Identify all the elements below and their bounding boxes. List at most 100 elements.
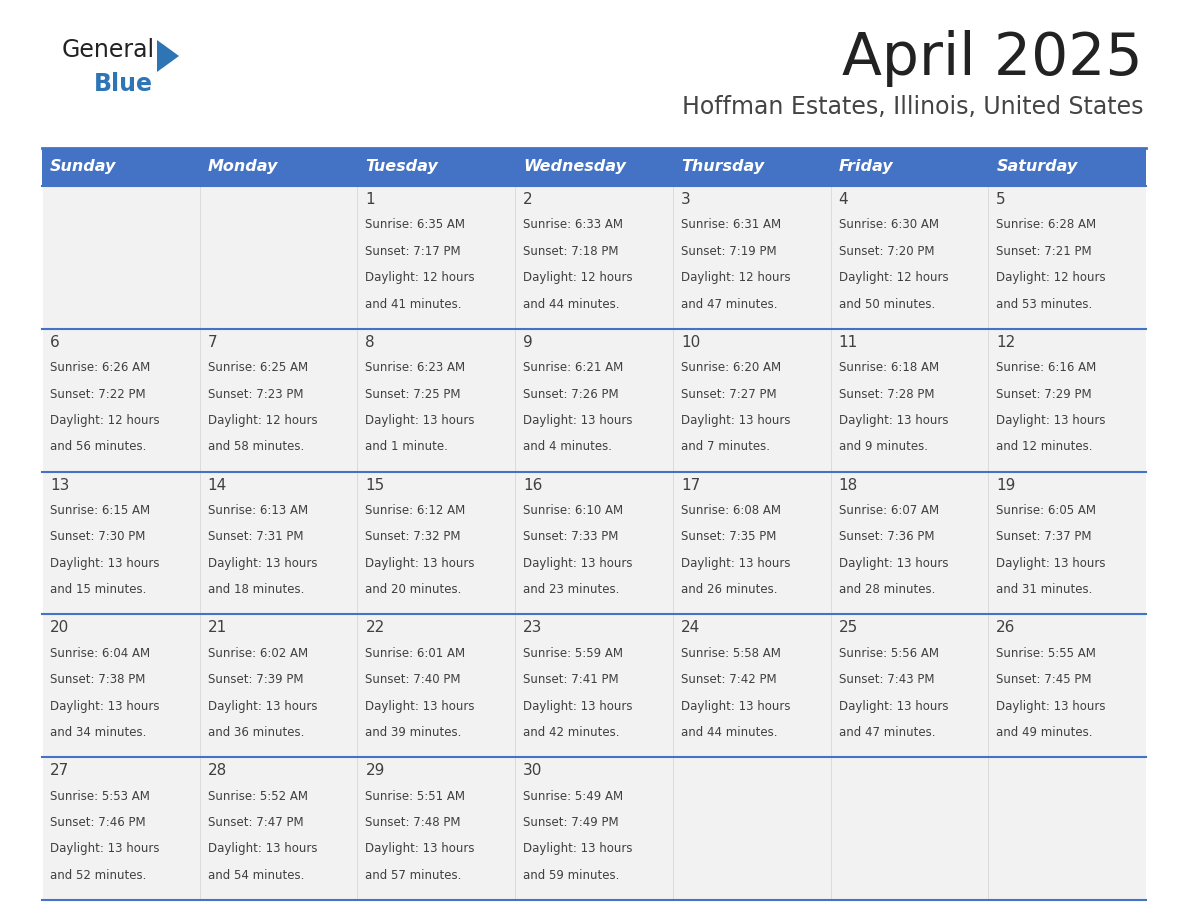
Text: Sunset: 7:45 PM: Sunset: 7:45 PM bbox=[997, 673, 1092, 687]
Text: 7: 7 bbox=[208, 335, 217, 350]
Text: Sunset: 7:20 PM: Sunset: 7:20 PM bbox=[839, 245, 934, 258]
Text: Sunrise: 5:49 AM: Sunrise: 5:49 AM bbox=[523, 789, 624, 802]
Text: Sunrise: 6:28 AM: Sunrise: 6:28 AM bbox=[997, 218, 1097, 231]
Text: and 18 minutes.: and 18 minutes. bbox=[208, 583, 304, 597]
Text: Friday: Friday bbox=[839, 160, 893, 174]
Text: Blue: Blue bbox=[94, 72, 153, 96]
Text: and 15 minutes.: and 15 minutes. bbox=[50, 583, 146, 597]
Text: and 28 minutes.: and 28 minutes. bbox=[839, 583, 935, 597]
Text: 22: 22 bbox=[366, 621, 385, 635]
Text: 18: 18 bbox=[839, 477, 858, 493]
Text: Sunset: 7:27 PM: Sunset: 7:27 PM bbox=[681, 387, 777, 400]
Bar bbox=[516, 186, 672, 329]
Text: and 26 minutes.: and 26 minutes. bbox=[681, 583, 777, 597]
Text: Sunset: 7:47 PM: Sunset: 7:47 PM bbox=[208, 816, 303, 829]
Text: Daylight: 13 hours: Daylight: 13 hours bbox=[208, 557, 317, 570]
Bar bbox=[672, 472, 830, 614]
Text: and 23 minutes.: and 23 minutes. bbox=[523, 583, 619, 597]
Text: Sunrise: 5:53 AM: Sunrise: 5:53 AM bbox=[50, 789, 150, 802]
Text: Sunset: 7:28 PM: Sunset: 7:28 PM bbox=[839, 387, 934, 400]
Text: Sunrise: 6:18 AM: Sunrise: 6:18 AM bbox=[839, 361, 939, 375]
Text: General: General bbox=[62, 38, 156, 62]
Bar bbox=[830, 148, 988, 186]
Text: and 4 minutes.: and 4 minutes. bbox=[523, 441, 612, 453]
Text: and 36 minutes.: and 36 minutes. bbox=[208, 726, 304, 739]
Text: Daylight: 13 hours: Daylight: 13 hours bbox=[681, 414, 790, 427]
Bar bbox=[42, 329, 200, 472]
Text: Daylight: 13 hours: Daylight: 13 hours bbox=[366, 843, 475, 856]
Text: Sunset: 7:19 PM: Sunset: 7:19 PM bbox=[681, 245, 777, 258]
Text: and 12 minutes.: and 12 minutes. bbox=[997, 441, 1093, 453]
Bar bbox=[42, 472, 200, 614]
Polygon shape bbox=[157, 40, 179, 72]
Text: 5: 5 bbox=[997, 192, 1006, 207]
Bar bbox=[516, 757, 672, 900]
Text: Sunset: 7:39 PM: Sunset: 7:39 PM bbox=[208, 673, 303, 687]
Bar bbox=[200, 757, 358, 900]
Text: Sunset: 7:41 PM: Sunset: 7:41 PM bbox=[523, 673, 619, 687]
Text: Sunrise: 5:51 AM: Sunrise: 5:51 AM bbox=[366, 789, 466, 802]
Text: 23: 23 bbox=[523, 621, 543, 635]
Text: 8: 8 bbox=[366, 335, 375, 350]
Text: Sunrise: 6:05 AM: Sunrise: 6:05 AM bbox=[997, 504, 1097, 517]
Text: and 42 minutes.: and 42 minutes. bbox=[523, 726, 620, 739]
Bar bbox=[358, 329, 516, 472]
Text: Sunrise: 6:04 AM: Sunrise: 6:04 AM bbox=[50, 647, 150, 660]
Text: Daylight: 13 hours: Daylight: 13 hours bbox=[50, 557, 159, 570]
Text: Sunday: Sunday bbox=[50, 160, 116, 174]
Text: Daylight: 13 hours: Daylight: 13 hours bbox=[523, 557, 633, 570]
Bar bbox=[988, 329, 1146, 472]
Text: and 39 minutes.: and 39 minutes. bbox=[366, 726, 462, 739]
Text: Daylight: 12 hours: Daylight: 12 hours bbox=[839, 271, 948, 285]
Bar bbox=[200, 614, 358, 757]
Bar bbox=[830, 186, 988, 329]
Bar bbox=[42, 186, 200, 329]
Text: Daylight: 13 hours: Daylight: 13 hours bbox=[839, 700, 948, 712]
Bar bbox=[988, 614, 1146, 757]
Text: 15: 15 bbox=[366, 477, 385, 493]
Text: Daylight: 13 hours: Daylight: 13 hours bbox=[366, 700, 475, 712]
Text: Sunset: 7:31 PM: Sunset: 7:31 PM bbox=[208, 531, 303, 543]
Text: Sunset: 7:40 PM: Sunset: 7:40 PM bbox=[366, 673, 461, 687]
Bar bbox=[516, 472, 672, 614]
Text: Sunrise: 5:55 AM: Sunrise: 5:55 AM bbox=[997, 647, 1097, 660]
Text: 4: 4 bbox=[839, 192, 848, 207]
Bar bbox=[672, 186, 830, 329]
Text: Monday: Monday bbox=[208, 160, 278, 174]
Text: Daylight: 13 hours: Daylight: 13 hours bbox=[997, 700, 1106, 712]
Text: Sunset: 7:43 PM: Sunset: 7:43 PM bbox=[839, 673, 934, 687]
Text: Daylight: 12 hours: Daylight: 12 hours bbox=[50, 414, 159, 427]
Text: Daylight: 13 hours: Daylight: 13 hours bbox=[681, 557, 790, 570]
Bar bbox=[830, 614, 988, 757]
Bar bbox=[516, 329, 672, 472]
Text: Sunrise: 6:33 AM: Sunrise: 6:33 AM bbox=[523, 218, 624, 231]
Text: Sunrise: 6:23 AM: Sunrise: 6:23 AM bbox=[366, 361, 466, 375]
Text: Daylight: 12 hours: Daylight: 12 hours bbox=[523, 271, 633, 285]
Text: Daylight: 12 hours: Daylight: 12 hours bbox=[997, 271, 1106, 285]
Bar bbox=[200, 148, 358, 186]
Text: 29: 29 bbox=[366, 763, 385, 778]
Text: Sunrise: 6:12 AM: Sunrise: 6:12 AM bbox=[366, 504, 466, 517]
Text: Sunset: 7:30 PM: Sunset: 7:30 PM bbox=[50, 531, 145, 543]
Text: 11: 11 bbox=[839, 335, 858, 350]
Text: Sunset: 7:25 PM: Sunset: 7:25 PM bbox=[366, 387, 461, 400]
Text: Sunrise: 6:08 AM: Sunrise: 6:08 AM bbox=[681, 504, 781, 517]
Text: Sunset: 7:18 PM: Sunset: 7:18 PM bbox=[523, 245, 619, 258]
Text: Sunrise: 6:15 AM: Sunrise: 6:15 AM bbox=[50, 504, 150, 517]
Text: and 9 minutes.: and 9 minutes. bbox=[839, 441, 928, 453]
Text: and 1 minute.: and 1 minute. bbox=[366, 441, 448, 453]
Text: Sunset: 7:33 PM: Sunset: 7:33 PM bbox=[523, 531, 619, 543]
Text: Sunrise: 6:01 AM: Sunrise: 6:01 AM bbox=[366, 647, 466, 660]
Text: Sunrise: 5:56 AM: Sunrise: 5:56 AM bbox=[839, 647, 939, 660]
Text: Thursday: Thursday bbox=[681, 160, 764, 174]
Text: 28: 28 bbox=[208, 763, 227, 778]
Text: 16: 16 bbox=[523, 477, 543, 493]
Text: Daylight: 13 hours: Daylight: 13 hours bbox=[523, 700, 633, 712]
Text: and 31 minutes.: and 31 minutes. bbox=[997, 583, 1093, 597]
Text: Daylight: 12 hours: Daylight: 12 hours bbox=[681, 271, 790, 285]
Text: 12: 12 bbox=[997, 335, 1016, 350]
Text: 6: 6 bbox=[50, 335, 59, 350]
Text: Sunset: 7:36 PM: Sunset: 7:36 PM bbox=[839, 531, 934, 543]
Bar bbox=[672, 757, 830, 900]
Bar bbox=[42, 148, 200, 186]
